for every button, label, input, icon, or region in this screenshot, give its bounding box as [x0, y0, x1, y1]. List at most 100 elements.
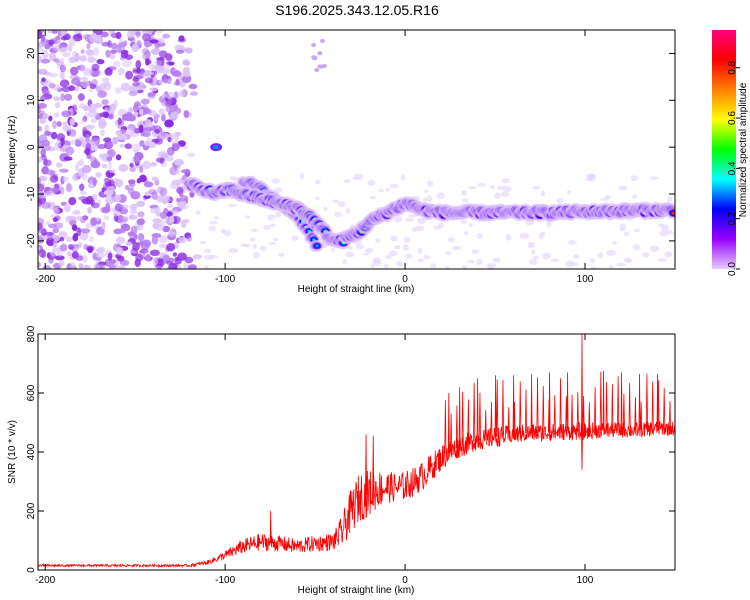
noise-blob [38, 200, 42, 207]
noise-blob [619, 223, 626, 229]
y-tick-label: -20 [26, 233, 37, 248]
noise-blob [52, 238, 58, 247]
noise-blob [187, 152, 196, 158]
noise-blob [623, 231, 630, 237]
noise-blob [87, 110, 98, 118]
noise-blob [48, 115, 53, 122]
noise-blob [556, 198, 565, 203]
noise-blob [71, 251, 79, 259]
noise-blob [129, 162, 134, 168]
noise-blob [51, 247, 62, 253]
noise-blob [165, 260, 173, 265]
noise-blob [109, 169, 116, 174]
noise-blob [124, 143, 132, 150]
noise-blob [53, 36, 61, 45]
noise-blob [152, 218, 162, 224]
noise-blob [632, 194, 638, 199]
noise-blob [270, 223, 276, 228]
spectrogram-x-ticks: -200 -100 0 100 [35, 30, 594, 285]
noise-blob [177, 252, 188, 261]
noise-blob [223, 230, 232, 237]
noise-blob [104, 195, 115, 205]
noise-blob [79, 231, 89, 241]
noise-blob [573, 254, 580, 259]
noise-blob [40, 38, 50, 45]
noise-blob [123, 40, 128, 46]
noise-blob [178, 90, 186, 98]
noise-blob [378, 188, 384, 193]
noise-blob [314, 68, 320, 72]
noise-blob [45, 169, 56, 176]
noise-blob [130, 215, 139, 220]
noise-blob [320, 39, 325, 43]
noise-blob [131, 143, 141, 153]
noise-blob [427, 180, 434, 187]
noise-blob [132, 242, 140, 252]
noise-blob [182, 78, 189, 84]
noise-blob [159, 187, 168, 197]
noise-blob [79, 183, 85, 191]
spectrogram-y-ticks: 20 10 0 -10 -20 [26, 47, 675, 248]
noise-blob [591, 265, 597, 269]
noise-blob [70, 55, 81, 61]
noise-blob [374, 261, 382, 266]
noise-blob [71, 224, 78, 232]
noise-blob [532, 185, 541, 190]
noise-blob [175, 49, 185, 54]
noise-blob [52, 207, 60, 214]
noise-blob [97, 90, 108, 98]
noise-blob [188, 83, 198, 90]
noise-blob [38, 156, 43, 164]
noise-blob [125, 70, 133, 80]
noise-blob [125, 185, 130, 191]
noise-blob [38, 248, 46, 258]
noise-blob [447, 237, 455, 243]
noise-blob [147, 92, 156, 98]
noise-blob [91, 63, 100, 71]
noise-blob [70, 66, 79, 76]
y-tick-label: 20 [26, 47, 37, 59]
noise-blob [362, 252, 370, 256]
noise-blob [462, 265, 468, 269]
noise-blob [71, 104, 78, 112]
ridge-core [671, 211, 675, 215]
noise-blob [117, 134, 125, 141]
noise-blob [630, 175, 638, 182]
noise-blob [500, 191, 510, 197]
noise-blob [400, 174, 405, 181]
x-tick-label: -200 [35, 274, 55, 285]
noise-blob [42, 113, 49, 120]
noise-blob [178, 204, 186, 209]
noise-blob [278, 252, 285, 257]
spectrogram-noise-layer [38, 30, 674, 269]
noise-blob [69, 118, 76, 126]
noise-blob [70, 261, 76, 269]
x-tick-label: 0 [402, 274, 408, 285]
noise-blob [139, 174, 147, 183]
noise-blob [317, 51, 323, 56]
x-tick-label: -200 [35, 575, 55, 586]
noise-blob [47, 223, 57, 229]
noise-blob [107, 40, 112, 48]
noise-blob [92, 177, 97, 187]
noise-blob [253, 251, 261, 259]
noise-blob [126, 127, 136, 136]
noise-blob [155, 65, 164, 71]
noise-blob [162, 33, 171, 39]
noise-blob [144, 40, 150, 48]
noise-blob [649, 176, 659, 180]
y-tick-label: 200 [26, 502, 37, 519]
noise-blob [47, 30, 52, 34]
noise-blob [137, 233, 145, 242]
noise-blob [137, 211, 145, 218]
noise-blob [315, 196, 321, 201]
noise-blob [152, 75, 158, 84]
noise-blob [153, 112, 159, 122]
noise-blob [117, 255, 125, 262]
noise-blob [96, 59, 105, 65]
noise-blob [107, 161, 112, 170]
noise-blob [144, 119, 153, 128]
noise-blob [83, 105, 89, 112]
noise-blob [99, 129, 105, 136]
noise-blob [136, 218, 145, 226]
